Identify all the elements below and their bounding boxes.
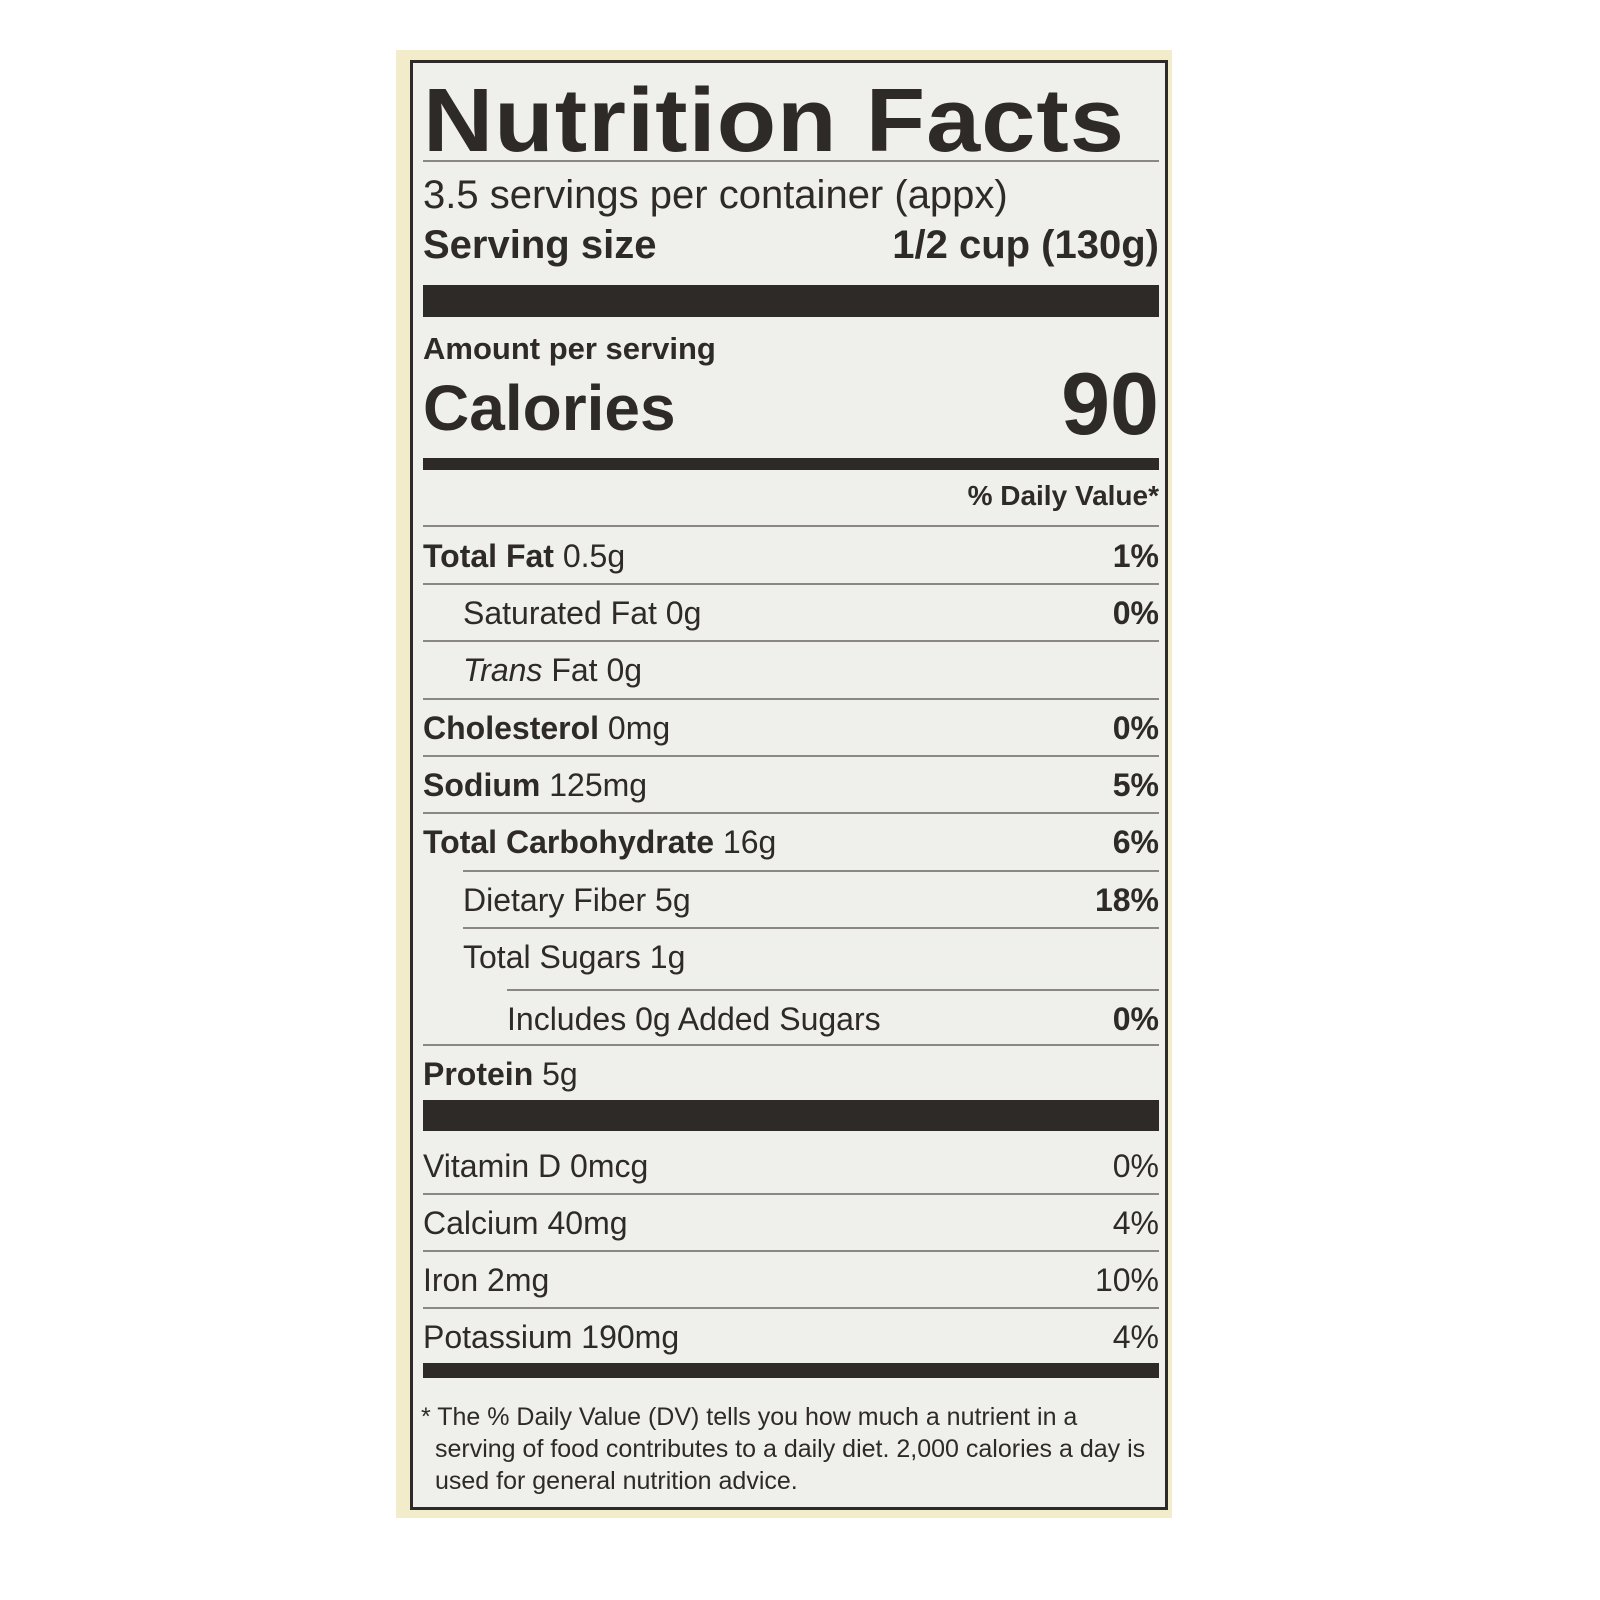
nutrient-daily-value: 6% xyxy=(1112,823,1159,860)
nutrient-daily-value: 0% xyxy=(1112,594,1159,631)
nutrient-name: Total Fat 0.5g xyxy=(423,538,625,575)
footnote: * The % Daily Value (DV) tells you how m… xyxy=(421,1401,1157,1497)
nutrient-label: Trans xyxy=(463,651,543,688)
vitamin-name: Vitamin D 0mcg xyxy=(423,1148,648,1185)
thick-divider xyxy=(423,1100,1159,1131)
nutrient-daily-value: 18% xyxy=(1094,881,1159,918)
vitamin-daily-value: 4% xyxy=(1112,1204,1159,1241)
serving-size-row: Serving size 1/2 cup (130g) xyxy=(423,223,1159,267)
calories-value: 90 xyxy=(1061,354,1159,453)
nutrient-amount: 1g xyxy=(649,938,686,975)
vitamin-amount: 190mg xyxy=(581,1318,680,1355)
footnote-text: * The % Daily Value (DV) tells you how m… xyxy=(421,1403,1146,1495)
nutrient-row: Total Sugars 1g xyxy=(423,929,1159,985)
divider xyxy=(423,755,1159,757)
vitamin-row: Vitamin D 0mcg 0% xyxy=(423,1138,1159,1194)
calories-row: Calories 90 xyxy=(423,354,1159,453)
nutrient-name: Total Sugars 1g xyxy=(423,939,685,976)
nutrient-row: Saturated Fat 0g 0% xyxy=(423,585,1159,641)
serving-size-value: 1/2 cup (130g) xyxy=(892,223,1159,267)
vitamin-name: Potassium 190mg xyxy=(423,1319,679,1356)
nutrient-amount: 16g xyxy=(722,823,777,860)
nutrient-name: Includes 0g Added Sugars xyxy=(423,1001,881,1038)
nutrient-row: Trans Fat 0g xyxy=(423,642,1159,698)
divider xyxy=(423,1250,1159,1252)
nutrient-amount: 125mg xyxy=(549,766,648,803)
nutrient-label: Total Fat xyxy=(423,537,554,574)
nutrient-label: Sodium xyxy=(423,766,541,803)
nutrient-row: Includes 0g Added Sugars 0% xyxy=(423,991,1159,1047)
nutrient-daily-value: 0% xyxy=(1112,709,1159,746)
vitamin-daily-value: 10% xyxy=(1094,1261,1159,1298)
vitamin-daily-value: 0% xyxy=(1112,1147,1159,1184)
nutrient-name: Trans Fat 0g xyxy=(423,652,642,689)
nutrient-name: Total Carbohydrate 16g xyxy=(423,824,776,861)
vitamin-daily-value: 4% xyxy=(1112,1318,1159,1355)
nutrient-name: Sodium 125mg xyxy=(423,767,647,804)
nutrient-name: Dietary Fiber 5g xyxy=(423,882,691,919)
divider xyxy=(423,1044,1159,1046)
thick-divider xyxy=(423,285,1159,317)
nutrient-label: Saturated Fat xyxy=(463,594,657,631)
vitamin-label: Vitamin D xyxy=(423,1147,562,1184)
nutrient-name: Cholesterol 0mg xyxy=(423,710,670,747)
nutrient-amount: 0g xyxy=(606,651,643,688)
servings-per-container: 3.5 servings per container (appx) xyxy=(423,173,1008,217)
vitamin-row: Calcium 40mg 4% xyxy=(423,1195,1159,1251)
divider xyxy=(423,583,1159,585)
nutrient-daily-value: 0% xyxy=(1112,1000,1159,1037)
divider xyxy=(423,698,1159,700)
medium-divider xyxy=(423,1363,1159,1378)
nutrient-amount: 5g xyxy=(542,1055,578,1092)
nutrition-facts-label: Nutrition Facts 3.5 servings per contain… xyxy=(410,60,1168,1510)
nutrient-row: Total Fat 0.5g 1% xyxy=(423,528,1159,584)
vitamin-row: Potassium 190mg 4% xyxy=(423,1309,1159,1365)
daily-value-header: % Daily Value* xyxy=(967,480,1159,511)
nutrient-row: Cholesterol 0mg 0% xyxy=(423,700,1159,756)
nutrient-amount: 0mg xyxy=(607,709,671,746)
vitamin-name: Calcium 40mg xyxy=(423,1205,628,1242)
vitamin-amount: 2mg xyxy=(487,1261,550,1298)
nutrient-label: Total Carbohydrate xyxy=(423,823,714,860)
nutrient-label: Includes 0g Added Sugars xyxy=(507,1000,881,1037)
vitamin-amount: 40mg xyxy=(547,1204,628,1241)
nutrient-daily-value: 1% xyxy=(1112,537,1159,574)
nutrient-label: Protein xyxy=(423,1055,534,1092)
nutrient-name: Saturated Fat 0g xyxy=(423,595,701,632)
label-title: Nutrition Facts xyxy=(423,71,1126,171)
vitamin-label: Potassium xyxy=(423,1318,573,1355)
nutrient-label: Dietary Fiber xyxy=(463,881,647,918)
vitamin-name: Iron 2mg xyxy=(423,1262,549,1299)
nutrient-amount: 0.5g xyxy=(562,537,626,574)
nutrient-label: Cholesterol xyxy=(423,709,600,746)
vitamin-row: Iron 2mg 10% xyxy=(423,1252,1159,1308)
vitamin-label: Iron xyxy=(423,1261,479,1298)
divider xyxy=(507,989,1159,991)
serving-size-label: Serving size xyxy=(423,223,657,267)
nutrient-row: Total Carbohydrate 16g 6% xyxy=(423,814,1159,870)
nutrient-amount: 5g xyxy=(655,881,691,918)
divider xyxy=(423,1307,1159,1309)
amount-per-serving: Amount per serving xyxy=(423,331,716,366)
divider xyxy=(423,812,1159,814)
nutrient-name: Protein 5g xyxy=(423,1056,578,1093)
calories-label: Calories xyxy=(423,372,676,444)
vitamin-label: Calcium xyxy=(423,1204,539,1241)
divider xyxy=(423,525,1159,527)
nutrient-amount: 0g xyxy=(665,594,702,631)
nutrient-label: Total Sugars xyxy=(463,938,641,975)
divider xyxy=(423,160,1159,162)
divider xyxy=(423,1193,1159,1195)
divider xyxy=(423,640,1159,642)
nutrient-label-rest: Fat xyxy=(551,651,598,688)
divider xyxy=(463,870,1159,872)
divider xyxy=(463,927,1159,929)
medium-divider xyxy=(423,458,1159,470)
nutrient-row: Protein 5g xyxy=(423,1046,1159,1102)
vitamin-amount: 0mcg xyxy=(570,1147,649,1184)
nutrient-row: Dietary Fiber 5g 18% xyxy=(423,872,1159,928)
nutrient-row: Sodium 125mg 5% xyxy=(423,757,1159,813)
nutrient-daily-value: 5% xyxy=(1112,766,1159,803)
